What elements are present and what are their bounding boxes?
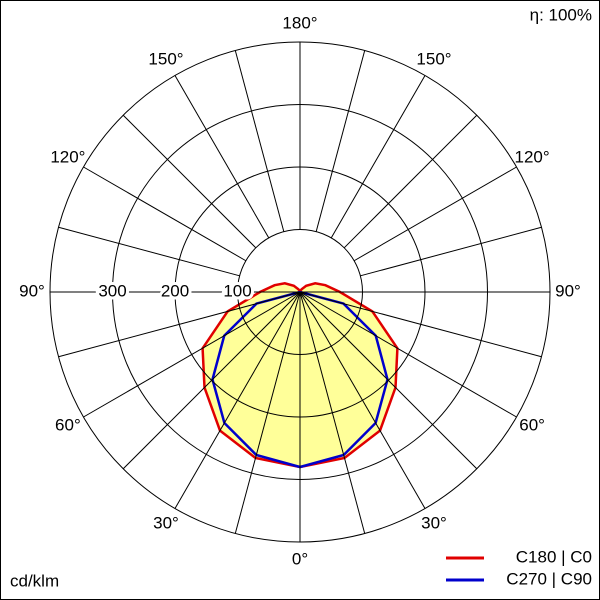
angle-label: 150° xyxy=(148,49,183,68)
legend-label: C270 | C90 xyxy=(506,569,592,588)
angle-label: 180° xyxy=(282,13,317,32)
spoke xyxy=(299,291,517,418)
spoke xyxy=(234,50,285,232)
spoke xyxy=(83,166,247,262)
legend-label: C180 | C0 xyxy=(516,547,592,566)
spoke xyxy=(299,291,426,509)
grid xyxy=(49,41,551,543)
spoke xyxy=(299,291,366,534)
efficiency: η: 100% xyxy=(530,5,592,24)
spoke xyxy=(343,114,478,249)
spoke xyxy=(315,50,366,232)
spoke xyxy=(58,226,240,277)
angle-label: 90° xyxy=(19,281,45,300)
r-tick-label: 300 xyxy=(98,281,126,300)
spoke xyxy=(83,291,301,418)
spoke xyxy=(234,291,301,534)
unit-label: cd/klm xyxy=(10,571,59,590)
angle-label: 120° xyxy=(50,147,85,166)
spoke xyxy=(58,291,301,358)
spoke xyxy=(360,226,542,277)
spoke xyxy=(299,291,542,358)
angle-label: 60° xyxy=(55,415,81,434)
spoke xyxy=(122,114,257,249)
spoke xyxy=(330,75,426,239)
r-tick-label: 200 xyxy=(161,281,189,300)
angle-label: 30° xyxy=(421,514,447,533)
angle-label: 30° xyxy=(153,514,179,533)
angle-label: 60° xyxy=(519,415,545,434)
angle-label: 120° xyxy=(515,147,550,166)
labels: 100 200 300 0° 30° 30° 60° 60° 90° 90° 120° 120° 150… xyxy=(19,13,592,588)
spoke xyxy=(122,291,301,470)
angle-label: 90° xyxy=(555,281,581,300)
angle-label: 0° xyxy=(292,549,308,568)
spoke xyxy=(174,291,301,509)
spoke xyxy=(299,291,478,470)
r-tick-label: 100 xyxy=(223,281,251,300)
spoke xyxy=(174,75,270,239)
angle-label: 150° xyxy=(416,49,451,68)
spoke xyxy=(353,166,517,262)
